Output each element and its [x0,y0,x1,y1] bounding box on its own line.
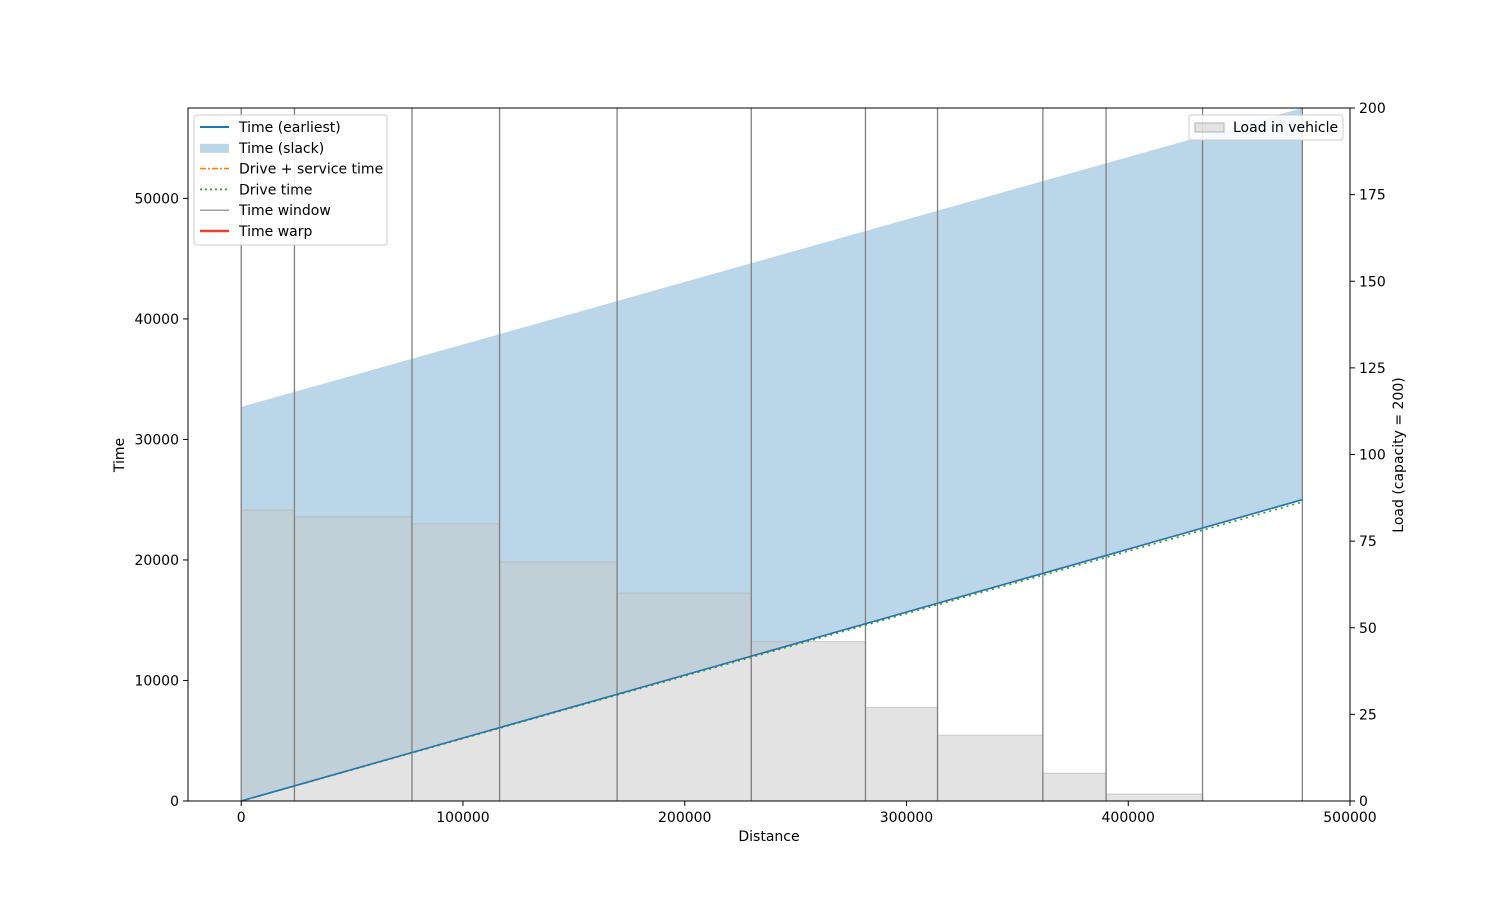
y2-tick-label: 150 [1359,274,1386,290]
drive-time-line [241,501,1303,802]
load-bar [937,734,1044,802]
x-axis-label: Distance [738,829,799,845]
load-bar [864,706,939,802]
legend-box-load [1188,114,1344,141]
legend-label: Drive time [239,182,312,198]
load-bar [1105,793,1204,802]
legend-label: Time warp [238,224,312,240]
axis-ticks: 0 100000 200000 300000 400000 500000010000200… [134,101,1385,826]
y2-tick-label: 0 [1359,794,1368,810]
y-tick-label: 40000 [134,312,179,328]
legend-box [193,114,388,246]
load-bar [293,516,413,802]
x-tick-label: 500000 [1323,810,1376,826]
y-tick-label: 20000 [134,553,179,569]
legend-load: Load in vehicle [1188,114,1344,141]
legend-load-swatch [1194,122,1225,133]
x-tick-label: 100000 [436,810,489,826]
legend: Time (earliest) Time (slack) Drive + servi… [193,114,388,246]
y2-tick-label: 200 [1359,101,1386,117]
load-bar [1042,772,1107,802]
y-axis-label: Time [112,438,128,473]
y2-tick-label: 25 [1359,707,1377,723]
y-tick-label: 30000 [134,432,179,448]
x-tick-label: 200000 [658,810,711,826]
y2-tick-label: 125 [1359,361,1386,377]
x-tick-label: 400000 [1102,810,1155,826]
legend-label: Load in vehicle [1233,120,1338,136]
x-tick-label: 300000 [880,810,933,826]
plot-area [240,108,1303,802]
y2-tick-label: 100 [1359,448,1386,464]
legend-label: Time (earliest) [238,120,341,136]
load-bar [499,561,618,802]
y2-axis-label: Load (capacity = 200) [1391,377,1407,532]
load-bar [240,509,295,802]
y2-tick-label: 175 [1359,188,1386,204]
y2-tick-label: 75 [1359,534,1377,550]
load-bar [750,641,866,802]
y-tick-label: 0 [170,794,179,810]
load-bar [411,523,501,802]
x-tick-label: 0 [237,810,246,826]
legend-label: Time (slack) [238,141,324,157]
legend-label: Time window [238,203,331,219]
time-earliest-line [241,498,1303,802]
y-tick-label: 50000 [134,191,179,207]
legend-label: Drive + service time [239,162,383,178]
y-tick-label: 10000 [134,673,179,689]
load-bar [616,592,752,802]
legend-slack-swatch [200,143,229,153]
y2-tick-label: 50 [1359,621,1377,637]
